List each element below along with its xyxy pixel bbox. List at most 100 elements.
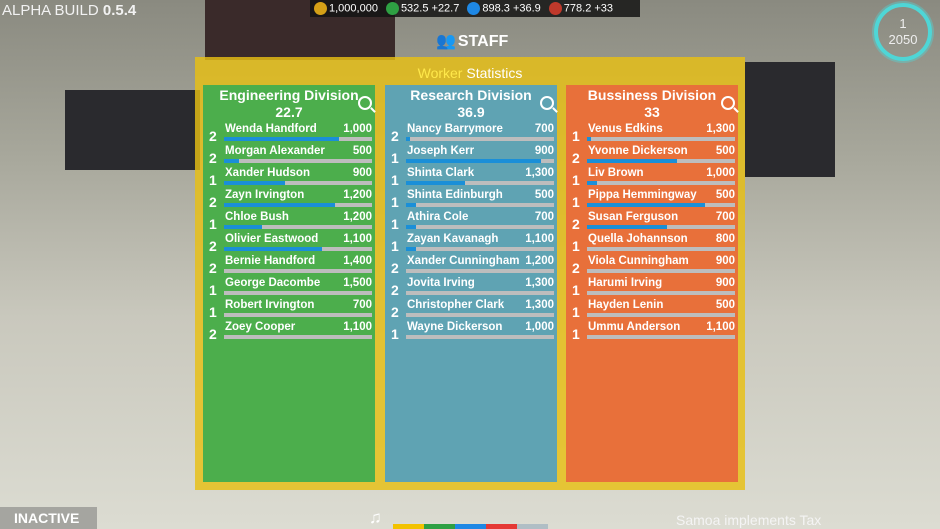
worker-row[interactable]: 1 Shinta Clark 1,300 (385, 165, 557, 188)
worker-progress-bar (587, 181, 735, 185)
worker-salary: 1,000 (525, 321, 554, 333)
worker-row[interactable]: 1 Pippa Hemmingway 500 (566, 187, 738, 210)
resource-item: 778.2 +33 (548, 2, 613, 15)
worker-row[interactable]: 1 Ummu Anderson 1,100 (566, 319, 738, 342)
worker-level: 1 (572, 172, 580, 188)
worker-level: 2 (209, 238, 217, 254)
worker-name: George Dacombe (225, 277, 321, 289)
worker-salary: 1,500 (343, 277, 372, 289)
news-ticker[interactable]: Samoa implements Tax (676, 512, 822, 528)
search-worker-icon[interactable] (540, 96, 554, 110)
worker-salary: 1,300 (525, 299, 554, 311)
division-score: 33 (644, 104, 660, 120)
worker-row[interactable]: 2 Yvonne Dickerson 500 (566, 143, 738, 166)
worker-row[interactable]: 2 Zayn Irvington 1,200 (203, 187, 375, 210)
worker-level: 1 (391, 326, 399, 342)
worker-progress-bar (406, 137, 554, 141)
worker-salary: 1,400 (343, 255, 372, 267)
worker-name: Xander Hudson (225, 167, 310, 179)
resource-bar: 1,000,000 532.5 +22.7 898.3 +36.9 778.2 +33 (310, 0, 640, 17)
worker-row[interactable]: 2 Morgan Alexander 500 (203, 143, 375, 166)
worker-progress-bar (587, 247, 735, 251)
worker-salary: 1,100 (706, 321, 735, 333)
business-building-icon (548, 2, 562, 15)
date-indicator[interactable]: 1 2050 (874, 3, 932, 61)
progress-fill (406, 181, 466, 185)
worker-row[interactable]: 1 Chloe Bush 1,200 (203, 209, 375, 232)
worker-row[interactable]: 1 Quella Johannson 800 (566, 231, 738, 254)
inactive-button[interactable]: INACTIVE (0, 507, 97, 529)
worker-salary: 500 (352, 145, 372, 157)
worker-level: 2 (572, 260, 580, 276)
worker-row[interactable]: 1 Athira Cole 700 (385, 209, 557, 232)
color-strip-segment (486, 524, 517, 529)
worker-row[interactable]: 1 Venus Edkins 1,300 (566, 121, 738, 144)
worker-name: Harumi Irving (588, 277, 663, 289)
worker-name: Morgan Alexander (225, 145, 325, 157)
worker-salary: 1,200 (343, 189, 372, 201)
worker-row[interactable]: 1 Harumi Irving 900 (566, 275, 738, 298)
worker-level: 1 (572, 194, 580, 210)
worker-level: 1 (391, 150, 399, 166)
worker-progress-bar (406, 159, 554, 163)
worker-row[interactable]: 2 Christopher Clark 1,300 (385, 297, 557, 320)
worker-level: 2 (209, 326, 217, 342)
worker-row[interactable]: 1 Joseph Kerr 900 (385, 143, 557, 166)
worker-row[interactable]: 1 Hayden Lenin 500 (566, 297, 738, 320)
worker-row[interactable]: 1 Shinta Edinburgh 500 (385, 187, 557, 210)
worker-row[interactable]: 2 Jovita Irving 1,300 (385, 275, 557, 298)
progress-fill (406, 203, 417, 207)
background-platform-sign (65, 90, 200, 170)
worker-name: Wenda Handford (225, 123, 317, 135)
progress-fill (224, 181, 285, 185)
worker-row[interactable]: 2 Zoey Cooper 1,100 (203, 319, 375, 342)
worker-name: Hayden Lenin (588, 299, 664, 311)
worker-row[interactable]: 2 Olivier Eastwood 1,100 (203, 231, 375, 254)
worker-row[interactable]: 1 Liv Brown 1,000 (566, 165, 738, 188)
engineering-icon (385, 2, 399, 15)
panel-title: Worker Statistics (417, 65, 523, 81)
worker-row[interactable]: 2 Susan Ferguson 700 (566, 209, 738, 232)
research-flask-icon (467, 2, 481, 15)
worker-row[interactable]: 2 Xander Cunningham 1,200 (385, 253, 557, 276)
turn-number: 1 (899, 16, 907, 31)
worker-level: 1 (209, 282, 217, 298)
progress-fill (406, 159, 541, 163)
worker-salary: 1,200 (525, 255, 554, 267)
division-column: Bussiness Division 33 1 Venus Edkins 1,300 2 Y… (566, 85, 738, 482)
music-note-icon[interactable]: ♫ (369, 508, 382, 527)
worker-salary: 1,000 (343, 123, 372, 135)
worker-salary: 1,200 (343, 211, 372, 223)
progress-fill (224, 225, 263, 229)
worker-name: Ummu Anderson (588, 321, 681, 333)
worker-name: Shinta Clark (407, 167, 475, 179)
worker-salary: 900 (534, 145, 554, 157)
staff-title: 👥 STAFF (436, 33, 509, 50)
worker-progress-bar (406, 181, 554, 185)
search-worker-icon[interactable] (721, 96, 735, 110)
worker-row[interactable]: 1 Wayne Dickerson 1,000 (385, 319, 557, 342)
worker-row[interactable]: 2 Viola Cunningham 900 (566, 253, 738, 276)
worker-row[interactable]: 2 Bernie Handford 1,400 (203, 253, 375, 276)
worker-row[interactable]: 2 Wenda Handford 1,000 (203, 121, 375, 144)
worker-level: 2 (572, 150, 580, 166)
worker-level: 1 (572, 238, 580, 254)
progress-fill (587, 159, 678, 163)
worker-salary: 700 (534, 211, 554, 223)
worker-level: 1 (209, 304, 217, 320)
worker-name: Xander Cunningham (407, 255, 520, 267)
worker-row[interactable]: 2 Nancy Barrymore 700 (385, 121, 557, 144)
worker-row[interactable]: 1 Zayan Kavanagh 1,100 (385, 231, 557, 254)
worker-progress-bar (406, 269, 554, 273)
worker-row[interactable]: 1 Robert Irvington 700 (203, 297, 375, 320)
worker-name: Zoey Cooper (225, 321, 296, 333)
division-score: 36.9 (457, 104, 485, 120)
worker-name: Nancy Barrymore (407, 123, 503, 135)
worker-row[interactable]: 1 George Dacombe 1,500 (203, 275, 375, 298)
worker-row[interactable]: 1 Xander Hudson 900 (203, 165, 375, 188)
search-worker-icon[interactable] (358, 96, 372, 110)
worker-salary: 800 (715, 233, 735, 245)
worker-progress-bar (224, 181, 372, 185)
worker-salary: 1,100 (343, 321, 372, 333)
worker-level: 2 (209, 194, 217, 210)
